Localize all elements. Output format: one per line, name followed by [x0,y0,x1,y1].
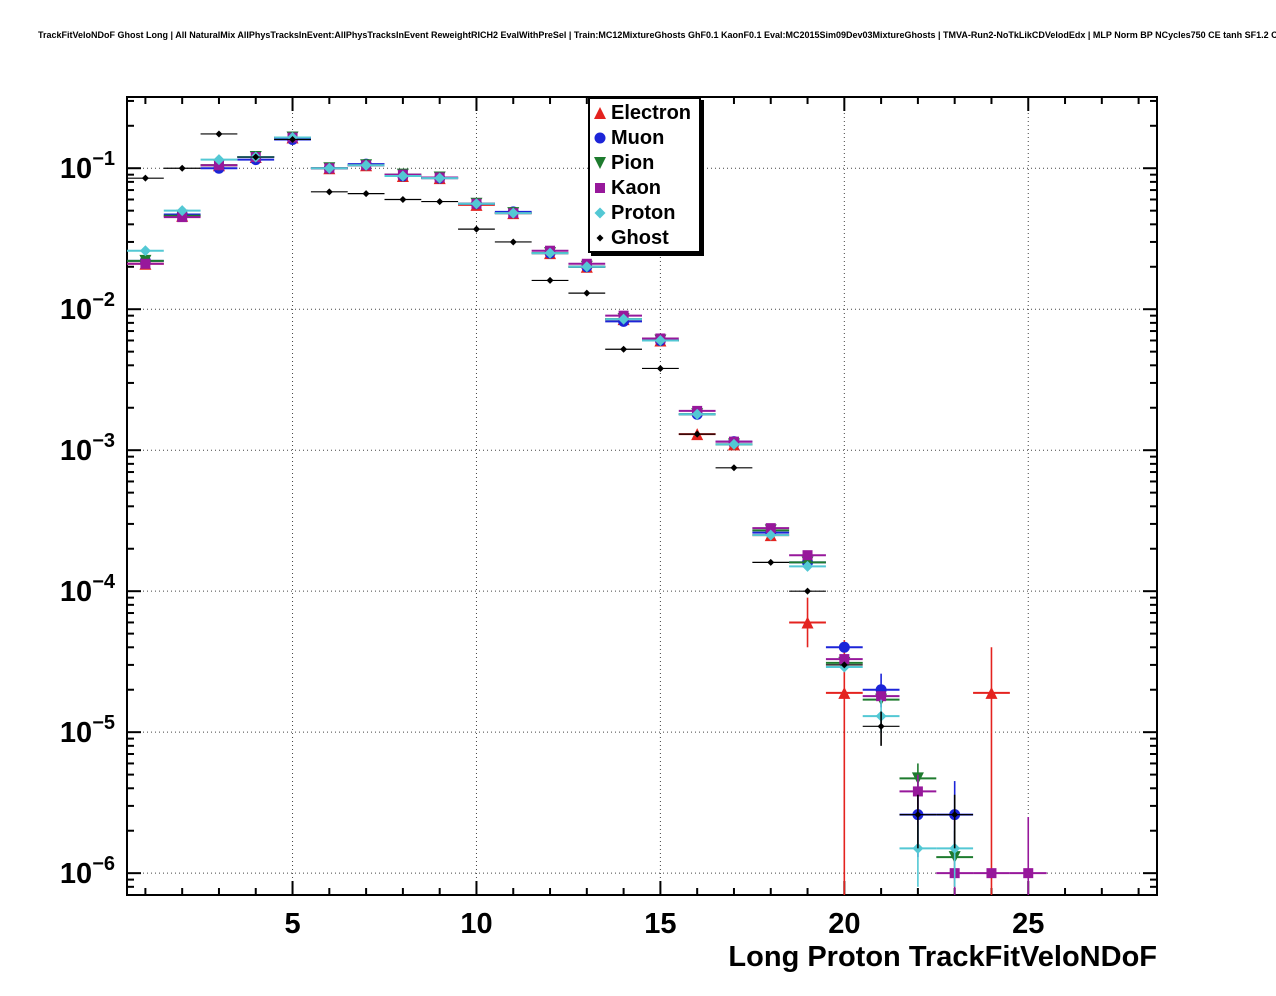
legend-box: Electron Muon Pion Kaon Proton Ghost [588,97,702,253]
legend-entry-muon: Muon [592,128,691,148]
legend-entry-electron: Electron [592,103,691,123]
legend-entry-ghost: Ghost [592,228,691,248]
svg-text:10−6: 10−6 [60,853,115,890]
svg-text:15: 15 [644,908,676,940]
ghost-marker-icon [596,234,604,241]
axis-ticks [127,97,1157,896]
svg-text:20: 20 [828,908,860,940]
data-layer [127,130,1047,895]
proton-marker-icon [594,207,606,218]
plot-title: TrackFitVeloNDoF Ghost Long | All Natura… [38,30,1276,40]
series-electron [127,131,1010,895]
axis-labels: 10−1 10−2 10−3 10−4 10−5 10−6 5 10 15 20 25 [60,148,1044,940]
svg-text:10: 10 [460,908,492,940]
x-axis-label: Long Proton TrackFitVeloNDoF [728,941,1157,973]
series-pion [127,131,974,887]
series-ghost [127,130,974,849]
legend-label: Kaon [611,176,661,199]
electron-marker-icon [594,106,606,119]
legend-entry-proton: Proton [592,203,691,223]
svg-text:10−1: 10−1 [60,148,115,185]
kaon-marker-icon [595,182,605,193]
series-muon [127,133,974,858]
series-proton [127,132,974,887]
legend-label: Proton [611,201,676,224]
pion-marker-icon [594,156,606,169]
legend-label: Ghost [611,226,669,249]
svg-text:10−2: 10−2 [60,289,115,326]
series-kaon [127,132,1047,895]
legend-entry-kaon: Kaon [592,178,691,198]
legend-label: Electron [611,101,692,124]
svg-text:25: 25 [1012,908,1044,940]
muon-marker-icon [594,132,606,143]
svg-text:5: 5 [284,908,300,940]
legend-label: Muon [611,126,665,149]
legend-entry-pion: Pion [592,153,691,173]
legend-label: Pion [611,151,655,174]
svg-text:10−4: 10−4 [60,571,116,608]
svg-text:10−5: 10−5 [60,712,115,749]
svg-text:10−3: 10−3 [60,430,115,467]
